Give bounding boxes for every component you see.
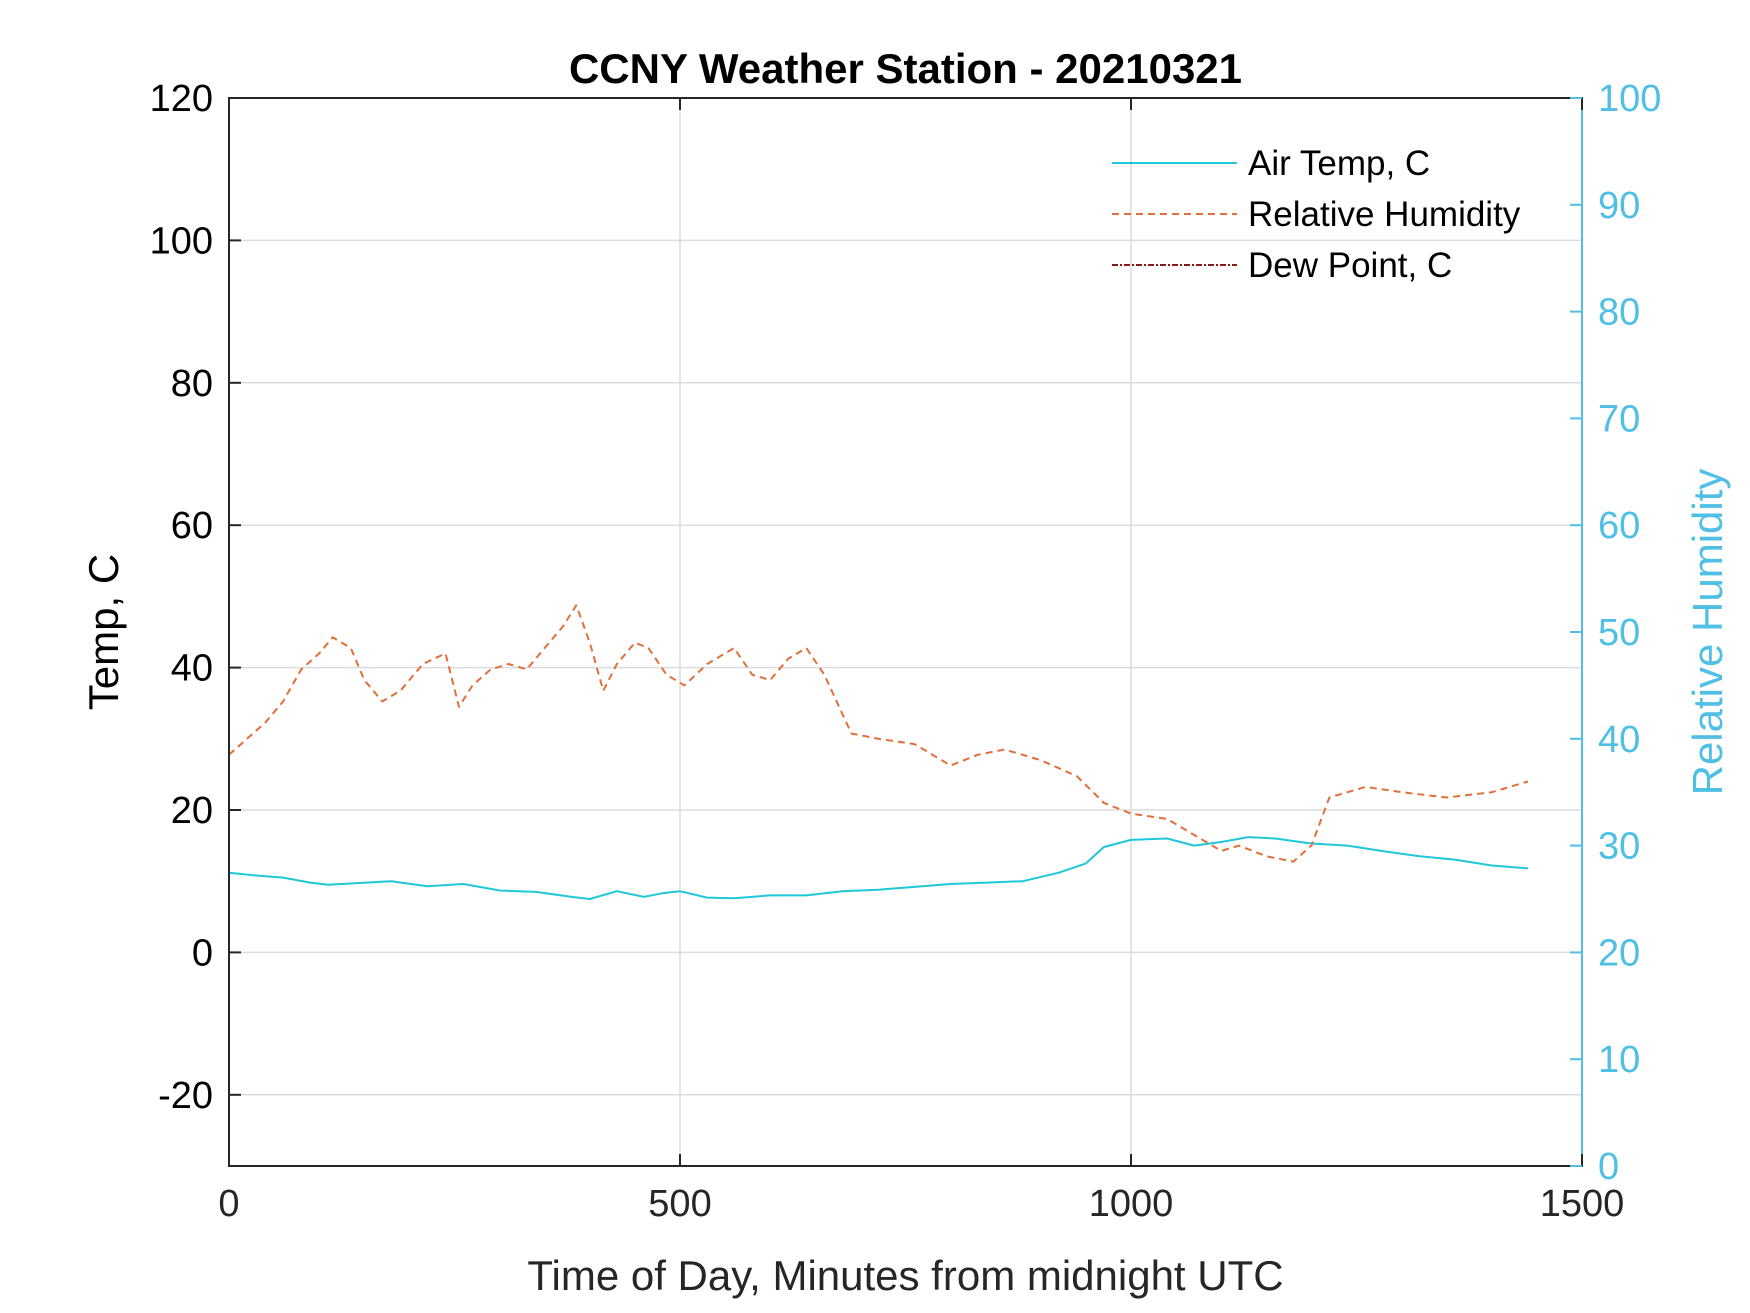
series-lines — [228, 604, 1529, 900]
legend-label: Air Temp, C — [1248, 144, 1430, 183]
y-left-tick-label: 80 — [171, 363, 213, 405]
y-left-tick-label: -20 — [158, 1075, 213, 1117]
series-relative-humidity-line — [228, 604, 1529, 863]
legend-label: Relative Humidity — [1248, 195, 1521, 234]
y-right-tick-label: 50 — [1598, 612, 1640, 654]
x-tick-label: 500 — [648, 1183, 711, 1225]
y-left-tick-label: 40 — [171, 648, 213, 690]
y-right-tick-label: 80 — [1598, 292, 1640, 334]
y-left-tick-label: 60 — [171, 505, 213, 547]
y-left-tick-label: 0 — [192, 932, 213, 974]
x-axis-label: Time of Day, Minutes from midnight UTC — [527, 1252, 1283, 1299]
y-right-tick-label: 100 — [1598, 78, 1661, 120]
series-air-temp-line — [228, 836, 1528, 900]
y-right-tick-label: 0 — [1598, 1146, 1619, 1188]
y-right-tick-label: 60 — [1598, 505, 1640, 547]
axes: 0 500 1000 1500 -20 0 20 40 60 80 100 120 0 10 20 30 40 5… — [150, 78, 1662, 1225]
legend: Air Temp, C Relative Humidity Dew Point, C — [1112, 144, 1521, 285]
x-tick-label: 0 — [218, 1183, 239, 1225]
legend-label: Dew Point, C — [1248, 246, 1452, 285]
y-right-tick-label: 20 — [1598, 932, 1640, 974]
y-axis-left-label: Temp, C — [80, 554, 127, 710]
grid-lines — [229, 98, 1582, 1166]
y-right-tick-label: 70 — [1598, 398, 1640, 440]
y-left-tick-label: 120 — [150, 78, 213, 120]
x-tick-label: 1000 — [1089, 1183, 1174, 1225]
chart-title: CCNY Weather Station - 20210321 — [569, 45, 1242, 92]
y-left-tick-label: 100 — [150, 220, 213, 262]
y-axis-right-label: Relative Humidity — [1684, 469, 1731, 796]
y-right-tick-label: 30 — [1598, 826, 1640, 868]
y-left-tick-label: 20 — [171, 790, 213, 832]
y-right-tick-label: 90 — [1598, 185, 1640, 227]
y-right-tick-label: 40 — [1598, 719, 1640, 761]
x-tick-label: 1500 — [1540, 1183, 1625, 1225]
y-right-tick-label: 10 — [1598, 1039, 1640, 1081]
